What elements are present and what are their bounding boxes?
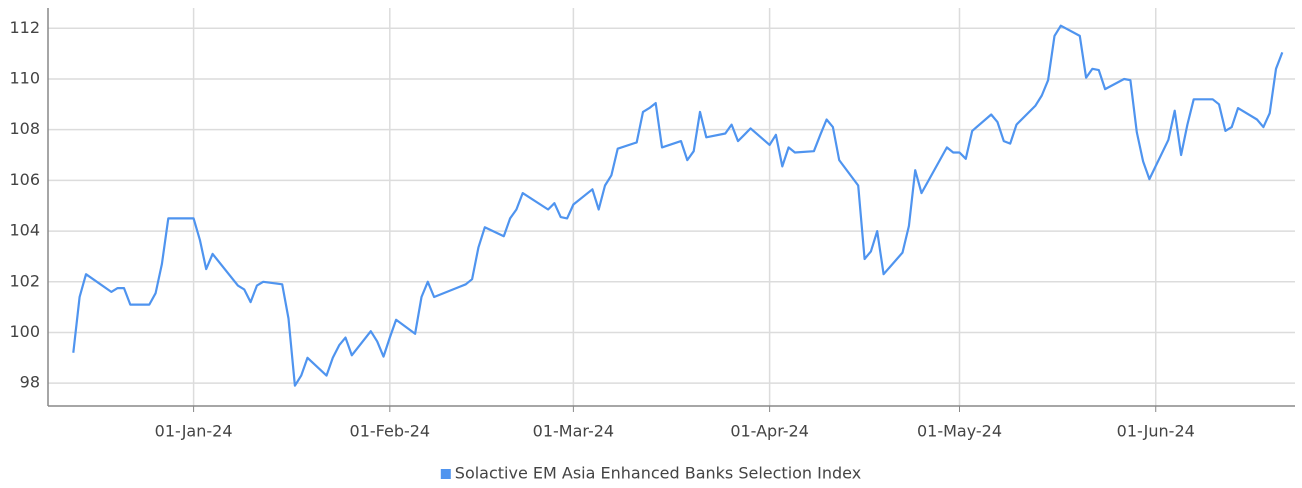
y-tick-label: 106 [9,170,40,189]
x-tick-label: 01-Feb-24 [350,422,431,441]
x-tick-label: 01-Jun-24 [1117,422,1195,441]
y-tick-label: 108 [9,119,40,138]
y-tick-label: 98 [20,373,40,392]
x-tick-label: 01-Mar-24 [533,422,614,441]
legend-label: Solactive EM Asia Enhanced Banks Selecti… [455,464,861,483]
y-tick-label: 104 [9,221,40,240]
y-tick-label: 102 [9,271,40,290]
y-tick-label: 100 [9,322,40,341]
legend-swatch [440,469,451,479]
line [72,24,1284,387]
x-tick-label: 01-Apr-24 [730,422,809,441]
y-tick-label: 112 [9,18,40,37]
x-tick-label: 01-Jan-24 [155,422,233,441]
y-tick-label: 110 [9,68,40,87]
x-tick-label: 01-May-24 [917,422,1002,441]
